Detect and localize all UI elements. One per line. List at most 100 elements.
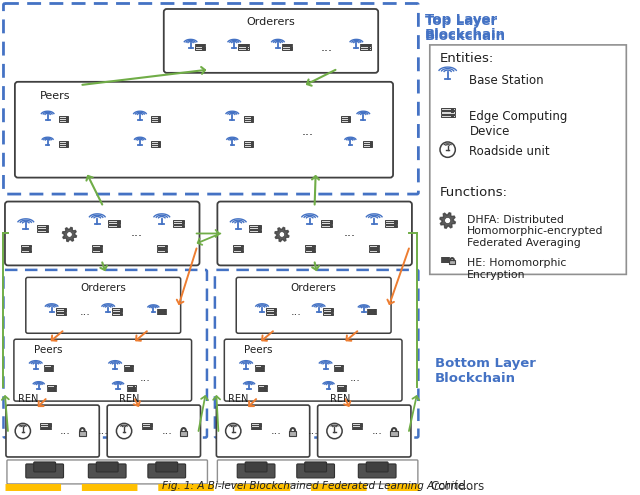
- Bar: [305, 250, 315, 252]
- Bar: [40, 428, 51, 429]
- Bar: [244, 116, 253, 118]
- Text: ...: ...: [344, 226, 355, 239]
- Circle shape: [226, 423, 241, 439]
- Bar: [266, 308, 276, 310]
- Text: ...: ...: [372, 426, 383, 436]
- Bar: [282, 49, 292, 50]
- FancyBboxPatch shape: [358, 464, 396, 478]
- Bar: [369, 250, 380, 252]
- Bar: [37, 227, 49, 229]
- FancyBboxPatch shape: [237, 464, 275, 478]
- Bar: [92, 245, 102, 247]
- Text: ...: ...: [161, 426, 172, 436]
- Text: Roadside unit: Roadside unit: [470, 145, 550, 158]
- Text: ...: ...: [80, 307, 91, 317]
- Text: Orderers: Orderers: [80, 283, 126, 294]
- Bar: [449, 260, 455, 264]
- Text: DHFA: Distributed
Homomorphic-encrypted
Federated Averaging: DHFA: Distributed Homomorphic-encrypted …: [467, 214, 603, 248]
- Bar: [282, 44, 292, 46]
- Polygon shape: [275, 227, 289, 242]
- Bar: [108, 220, 120, 222]
- FancyBboxPatch shape: [430, 45, 627, 274]
- Bar: [151, 141, 161, 143]
- Bar: [369, 245, 380, 247]
- Text: Peers: Peers: [40, 91, 70, 101]
- Bar: [321, 222, 332, 224]
- Bar: [157, 313, 166, 314]
- Bar: [233, 248, 243, 249]
- Bar: [180, 431, 188, 436]
- Bar: [390, 431, 397, 436]
- Bar: [323, 308, 333, 310]
- Text: ...: ...: [140, 373, 150, 383]
- FancyBboxPatch shape: [317, 405, 411, 457]
- Bar: [195, 46, 205, 48]
- Text: Bottom Layer
Blockchain: Bottom Layer Blockchain: [435, 357, 536, 385]
- Bar: [238, 49, 248, 50]
- Text: Peers: Peers: [34, 345, 62, 355]
- FancyBboxPatch shape: [225, 339, 402, 401]
- Bar: [173, 225, 184, 227]
- Text: Fig. 1: A Bi-level Blockchained Federated Learning Archite...: Fig. 1: A Bi-level Blockchained Federate…: [162, 481, 474, 491]
- Bar: [37, 230, 49, 232]
- Bar: [238, 44, 248, 46]
- Bar: [367, 313, 376, 314]
- Text: ...: ...: [308, 426, 319, 436]
- Bar: [266, 313, 276, 315]
- Bar: [337, 388, 346, 389]
- Bar: [323, 313, 333, 315]
- Bar: [151, 145, 161, 147]
- Bar: [59, 145, 68, 147]
- Bar: [151, 116, 161, 118]
- Bar: [244, 141, 253, 143]
- Text: HE: Homomorphic
Encryption: HE: Homomorphic Encryption: [467, 258, 566, 280]
- Bar: [157, 311, 166, 312]
- Circle shape: [116, 423, 132, 439]
- FancyBboxPatch shape: [15, 82, 393, 178]
- Bar: [56, 310, 66, 312]
- Text: REN: REN: [18, 394, 38, 404]
- Text: ...: ...: [350, 373, 361, 383]
- Bar: [47, 390, 56, 391]
- Bar: [367, 308, 376, 310]
- Text: Corridors: Corridors: [431, 481, 485, 494]
- Bar: [321, 225, 332, 227]
- Bar: [360, 49, 371, 50]
- FancyBboxPatch shape: [218, 201, 412, 265]
- FancyBboxPatch shape: [26, 464, 63, 478]
- Text: REN: REN: [119, 394, 140, 404]
- Bar: [323, 310, 333, 312]
- FancyBboxPatch shape: [88, 464, 126, 478]
- Bar: [321, 220, 332, 222]
- Text: Entities:: Entities:: [440, 52, 494, 65]
- Bar: [244, 145, 253, 147]
- Circle shape: [15, 423, 31, 439]
- Bar: [385, 222, 397, 224]
- Bar: [47, 386, 56, 387]
- Bar: [195, 44, 205, 46]
- Bar: [251, 428, 261, 429]
- FancyBboxPatch shape: [215, 270, 419, 438]
- FancyBboxPatch shape: [148, 464, 186, 478]
- Text: Top Layer
Blockchain: Top Layer Blockchain: [425, 13, 506, 41]
- FancyBboxPatch shape: [156, 462, 178, 472]
- Bar: [108, 222, 120, 224]
- Bar: [40, 425, 51, 427]
- Text: ...: ...: [321, 42, 333, 54]
- Bar: [20, 250, 31, 252]
- Bar: [112, 310, 122, 312]
- Bar: [441, 257, 449, 258]
- Bar: [360, 44, 371, 46]
- Bar: [334, 370, 343, 371]
- Bar: [257, 388, 266, 389]
- Bar: [363, 141, 372, 143]
- Text: ...: ...: [131, 226, 143, 239]
- Bar: [141, 423, 152, 425]
- Bar: [255, 370, 264, 371]
- Bar: [250, 227, 261, 229]
- Bar: [341, 120, 350, 122]
- Text: REN: REN: [330, 394, 350, 404]
- Circle shape: [327, 423, 342, 439]
- Bar: [251, 425, 261, 427]
- Bar: [244, 118, 253, 120]
